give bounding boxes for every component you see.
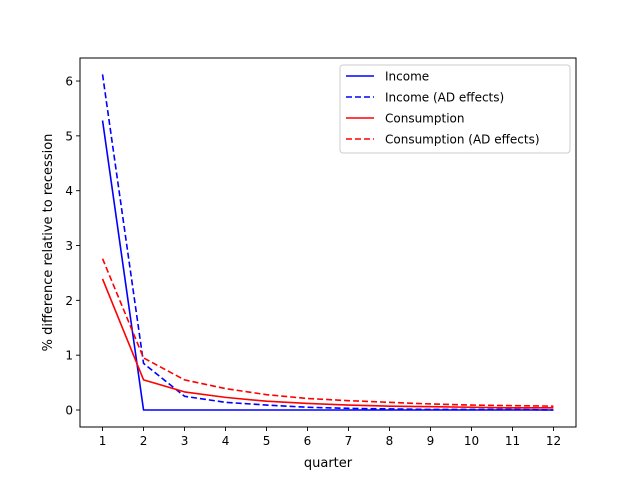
series-line-1 (101, 74, 554, 411)
plot-lines (101, 74, 554, 411)
legend-label-1: Income (AD effects) (385, 91, 504, 105)
legend-label-0: Income (385, 70, 429, 84)
y-tick-label: 0 (65, 404, 73, 418)
legend-box (339, 64, 571, 154)
x-tick-label: 5 (263, 434, 271, 448)
series-line-3 (101, 258, 554, 407)
x-tick-label: 1 (99, 434, 107, 448)
y-axis-label: % difference relative to recession (41, 134, 56, 352)
y-tick-label: 5 (65, 129, 73, 143)
y-tick-label: 1 (65, 349, 73, 363)
x-tick-label: 9 (427, 434, 435, 448)
x-tick-label: 3 (181, 434, 189, 448)
legend-label-3: Consumption (AD effects) (385, 133, 540, 147)
series-line-2 (101, 278, 554, 409)
x-axis-label: quarter (304, 456, 353, 471)
legend-label-2: Consumption (385, 112, 464, 126)
series-line-0 (101, 120, 554, 411)
x-tick-label: 7 (345, 434, 353, 448)
y-tick-label: 4 (65, 184, 73, 198)
x-tick-label: 8 (386, 434, 394, 448)
y-axis: 0 1 2 3 4 5 6 (65, 75, 80, 418)
x-tick-label: 11 (505, 434, 520, 448)
x-tick-label: 2 (140, 434, 148, 448)
y-tick-label: 3 (65, 239, 73, 253)
x-tick-label: 10 (464, 434, 479, 448)
x-tick-label: 12 (546, 434, 561, 448)
y-tick-label: 6 (65, 75, 73, 89)
axes-frame (79, 57, 577, 428)
x-axis: 1 2 3 4 5 6 7 8 9 10 11 12 (99, 427, 561, 448)
legend: Income Income (AD effects) Consumption Cons… (339, 64, 571, 154)
y-tick-label: 2 (65, 294, 73, 308)
x-tick-label: 4 (222, 434, 230, 448)
x-tick-label: 6 (304, 434, 312, 448)
legend-items: Income Income (AD effects) Consumption Cons… (346, 70, 540, 147)
